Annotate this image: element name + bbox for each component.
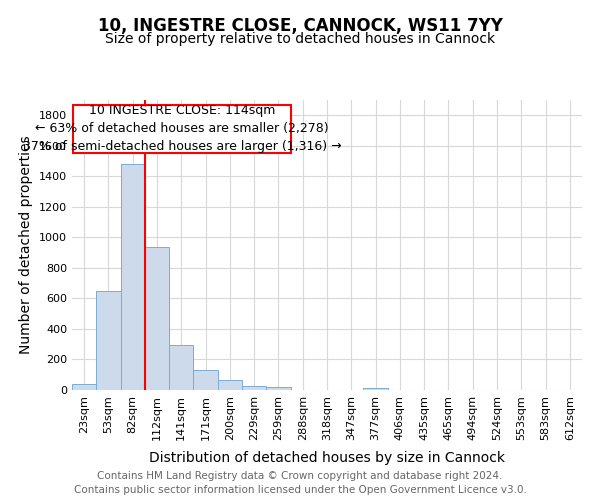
Text: Contains HM Land Registry data © Crown copyright and database right 2024.
Contai: Contains HM Land Registry data © Crown c…	[74, 471, 526, 495]
Bar	[218, 380, 242, 390]
Bar	[193, 370, 218, 390]
Bar	[364, 388, 388, 390]
FancyBboxPatch shape	[73, 104, 290, 152]
Text: 10, INGESTRE CLOSE, CANNOCK, WS11 7YY: 10, INGESTRE CLOSE, CANNOCK, WS11 7YY	[98, 18, 502, 36]
X-axis label: Distribution of detached houses by size in Cannock: Distribution of detached houses by size …	[149, 451, 505, 465]
Text: 10 INGESTRE CLOSE: 114sqm
← 63% of detached houses are smaller (2,278)
37% of se: 10 INGESTRE CLOSE: 114sqm ← 63% of detac…	[23, 104, 341, 153]
Bar	[121, 164, 145, 390]
Bar	[72, 384, 96, 390]
Bar	[145, 246, 169, 390]
Bar	[169, 345, 193, 390]
Y-axis label: Number of detached properties: Number of detached properties	[19, 136, 34, 354]
Bar	[242, 386, 266, 390]
Bar	[266, 387, 290, 390]
Text: Size of property relative to detached houses in Cannock: Size of property relative to detached ho…	[105, 32, 495, 46]
Bar	[96, 291, 121, 390]
